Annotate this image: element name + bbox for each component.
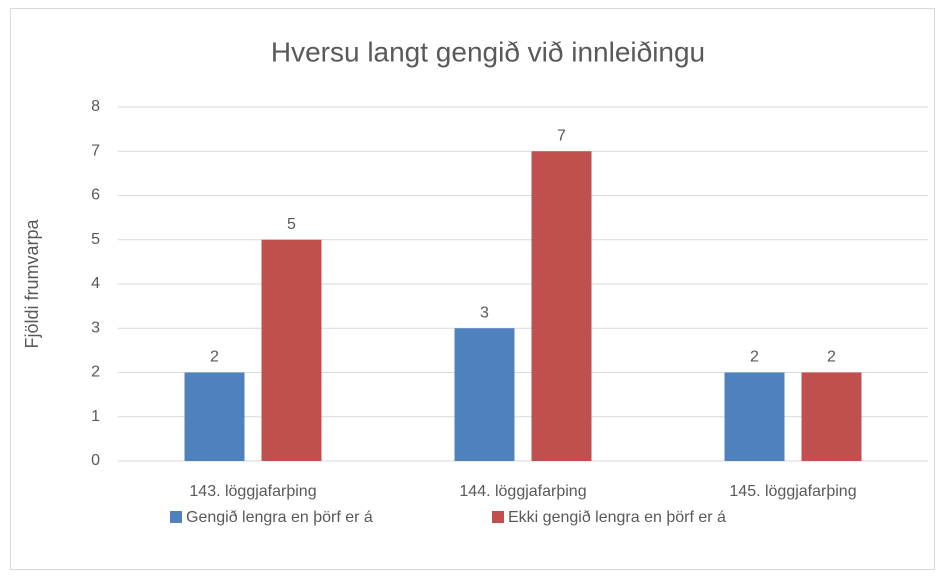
data-label: 5 xyxy=(287,216,296,233)
y-tick-label: 3 xyxy=(91,319,100,336)
bar xyxy=(454,328,515,461)
data-label: 2 xyxy=(750,349,759,366)
data-label: 2 xyxy=(210,349,219,366)
y-tick-label: 4 xyxy=(91,275,100,292)
legend-label: Ekki gengið lengra en þörf er á xyxy=(508,509,726,526)
bar xyxy=(531,151,592,461)
chart-title: Hversu langt gengið við innleiðingu xyxy=(271,36,705,67)
y-tick-label: 8 xyxy=(91,98,100,115)
y-tick-label: 1 xyxy=(91,408,100,425)
y-tick-label: 0 xyxy=(91,452,100,469)
chart-border xyxy=(10,8,935,570)
data-label: 2 xyxy=(827,349,836,366)
x-tick-label: 143. löggjafarþing xyxy=(189,483,316,500)
y-tick-label: 2 xyxy=(91,364,100,381)
y-axis-label: Fjöldi frumvarpa xyxy=(22,218,42,348)
bar xyxy=(801,372,862,461)
bar xyxy=(184,372,245,461)
y-tick-label: 6 xyxy=(91,187,100,204)
y-tick-label: 5 xyxy=(91,231,100,248)
data-label: 7 xyxy=(557,127,566,144)
legend-label: Gengið lengra en þörf er á xyxy=(186,509,373,526)
y-tick-label: 7 xyxy=(91,142,100,159)
legend-swatch xyxy=(170,511,182,523)
bar xyxy=(724,372,785,461)
bar xyxy=(261,239,322,461)
data-label: 3 xyxy=(480,304,489,321)
x-tick-label: 145. löggjafarþing xyxy=(729,483,856,500)
legend-swatch xyxy=(492,511,504,523)
x-tick-label: 144. löggjafarþing xyxy=(459,483,586,500)
